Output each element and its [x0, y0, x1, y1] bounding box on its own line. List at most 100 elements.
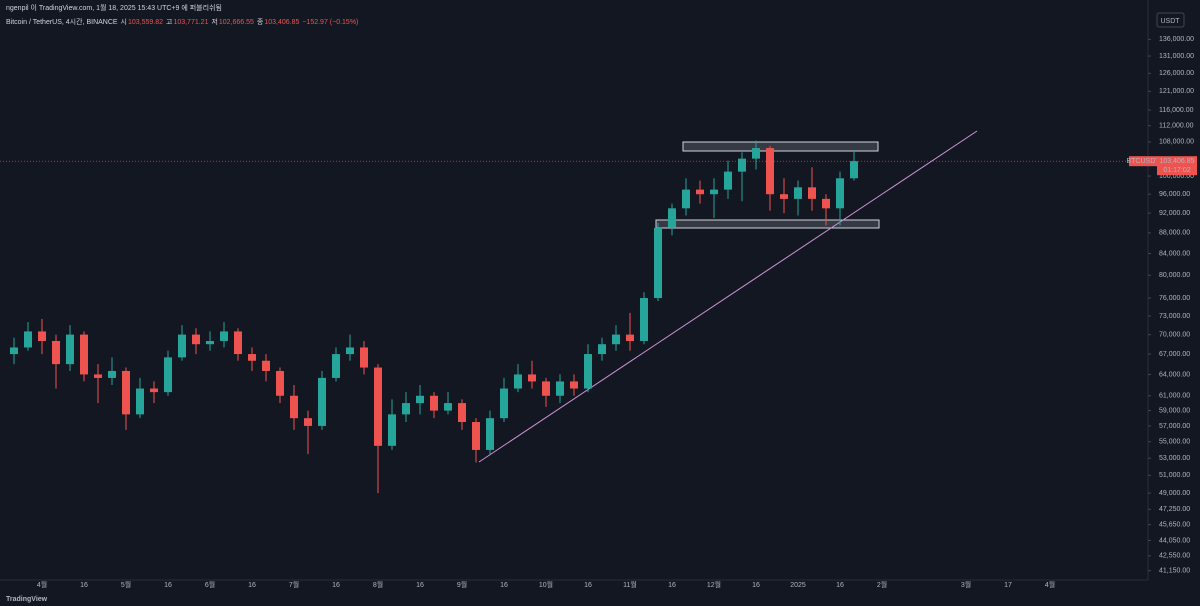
trend-line	[478, 130, 978, 463]
candle-body	[206, 340, 214, 345]
candle-body	[570, 381, 578, 389]
candle-body	[290, 395, 298, 419]
y-tick-label: 121,000.00	[1159, 88, 1194, 95]
candle-body	[836, 178, 844, 209]
symbol-tag-text: BTCUSDT	[1126, 158, 1160, 165]
candle-body	[542, 381, 550, 396]
candle-body	[332, 354, 340, 378]
candle-body	[584, 354, 592, 389]
price-tag	[1157, 156, 1197, 176]
x-tick-label: 9월	[457, 580, 467, 589]
y-tick-label: 96,000.00	[1159, 191, 1190, 198]
candle-body	[136, 388, 144, 415]
y-tick-label: 44,050.00	[1159, 537, 1190, 544]
candle-body	[710, 189, 718, 195]
ohlc-value: 102,666.55	[218, 19, 254, 26]
ohlc-label: 고	[165, 19, 173, 26]
candle-body	[458, 403, 466, 423]
published-note: ngenpil 이 TradingView.com, 1월 18, 2025 1…	[6, 5, 222, 12]
candle-body	[150, 388, 158, 393]
x-tick-label: 10월	[539, 580, 553, 589]
y-tick-label: 131,000.00	[1159, 53, 1194, 60]
candle-body	[696, 189, 704, 195]
x-tick-label: 4월	[1045, 580, 1055, 589]
candle-body	[52, 340, 60, 365]
y-tick-label: 80,000.00	[1159, 272, 1190, 279]
countdown: 01:17:02	[1163, 167, 1190, 174]
y-tick-label: 126,000.00	[1159, 70, 1194, 77]
candle-body	[738, 158, 746, 172]
candle-body	[192, 334, 200, 345]
x-tick-label: 7월	[289, 580, 299, 589]
currency[interactable]: USDT	[1160, 18, 1180, 25]
x-tick-label: 11월	[623, 580, 637, 589]
y-tick-label: 100,000.00	[1159, 173, 1194, 180]
candle-body	[598, 344, 606, 355]
candle-body	[346, 347, 354, 355]
price-tag-text: 103,406.85	[1159, 158, 1194, 165]
symbol: Bitcoin / TetherUS, 4시간, BINANCE	[6, 19, 118, 26]
ohlc-value: 103,559.82	[127, 19, 164, 26]
y-tick-label: 59,000.00	[1159, 407, 1190, 414]
candle-body	[626, 334, 634, 341]
brand: TradingView	[6, 596, 48, 603]
candle-body	[556, 381, 564, 396]
candle-body	[262, 360, 270, 371]
x-tick-label: 12월	[707, 580, 721, 589]
candle-body	[388, 414, 396, 446]
y-tick-label: 76,000.00	[1159, 295, 1190, 302]
y-tick-label: 116,000.00	[1159, 107, 1194, 114]
currency-box[interactable]	[1156, 12, 1185, 28]
x-tick-label: 4월	[37, 580, 47, 589]
x-tick-label: 3월	[961, 580, 971, 589]
candle-body	[612, 334, 620, 345]
candle-body	[94, 374, 102, 378]
y-tick-label: 73,000.00	[1159, 313, 1190, 320]
x-tick-label: 16	[164, 582, 172, 589]
candle-body	[430, 395, 438, 411]
y-tick-label: 53,000.00	[1159, 455, 1190, 462]
candle-body	[80, 334, 88, 375]
resistance-box	[682, 141, 879, 152]
candle-body	[220, 331, 228, 341]
candle-body	[66, 334, 74, 365]
candle-body	[24, 331, 32, 348]
candle-body	[178, 334, 186, 358]
candle-body	[668, 208, 676, 228]
candle-body	[38, 331, 46, 341]
ohlc-label: 시	[120, 19, 127, 26]
candle-body	[808, 187, 816, 199]
candle-body	[682, 189, 690, 209]
y-tick-label: 108,000.00	[1159, 139, 1194, 146]
ohlc-value: 103,771.21	[173, 19, 209, 26]
symbol-tag	[1129, 156, 1157, 167]
candle-body	[752, 148, 760, 159]
candle-body	[654, 227, 662, 299]
y-tick-label: 70,000.00	[1159, 331, 1190, 338]
candle-body	[514, 374, 522, 389]
candle-body	[276, 370, 284, 396]
ohlc-label: 종	[256, 19, 264, 26]
x-tick-label: 16	[332, 582, 340, 589]
candle-body	[374, 367, 382, 446]
y-tick-label: 84,000.00	[1159, 250, 1190, 257]
y-tick-label: 61,000.00	[1159, 393, 1190, 400]
candle-body	[402, 403, 410, 415]
candle-body	[640, 298, 648, 341]
candle-body	[304, 418, 312, 426]
candle-body	[822, 198, 830, 209]
candle-body	[500, 388, 508, 419]
y-tick-label: 42,550.00	[1159, 553, 1190, 560]
candle-body	[234, 331, 242, 355]
candle-body	[248, 354, 256, 361]
candle-body	[416, 395, 424, 404]
ohlc-label: 저	[211, 19, 218, 26]
symbol-info: Bitcoin / TetherUS, 4시간, BINANCE 시103,55…	[6, 17, 359, 27]
y-tick-label: 92,000.00	[1159, 210, 1190, 217]
y-tick-label: 136,000.00	[1159, 36, 1194, 43]
support-box	[655, 219, 880, 229]
candle-body	[10, 347, 18, 355]
x-tick-label: 5월	[121, 580, 131, 589]
candle-body	[360, 347, 368, 368]
x-tick-label: 16	[80, 582, 88, 589]
